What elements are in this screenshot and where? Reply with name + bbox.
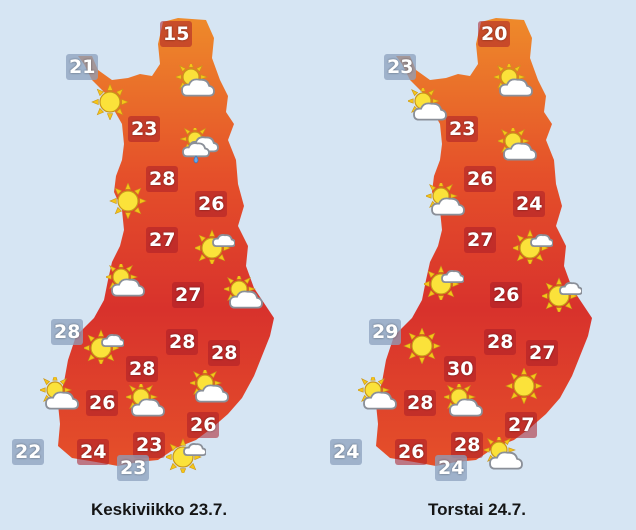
partly-cloudy-icon — [188, 366, 230, 406]
partly-cloudy-icon — [174, 60, 216, 100]
temperature-badge: 15 — [160, 21, 193, 47]
temperature-badge: 27 — [505, 412, 538, 438]
temperature-badge: 27 — [526, 340, 559, 366]
temperature-badge: 26 — [464, 166, 497, 192]
temperature-badge: 23 — [128, 116, 161, 142]
temperature-badge: 23 — [133, 432, 166, 458]
temperature-badge: 28 — [166, 329, 199, 355]
partly-cloudy-icon — [424, 179, 466, 219]
temperature-badge: 28 — [451, 432, 484, 458]
map-panel-wednesday: Keskiviikko 23.7. 15 21 23 28 26 27 27 28 28 28 28… — [12, 18, 274, 519]
temperature-badge: 28 — [146, 166, 179, 192]
sea-temperature-badge: 28 — [51, 319, 84, 345]
partly-cloudy-icon — [442, 380, 484, 420]
sun-small-cloud-icon — [82, 328, 125, 367]
temperature-badge: 30 — [444, 356, 477, 382]
sea-temperature-badge: 24 — [435, 455, 468, 481]
temperature-badge: 26 — [395, 439, 428, 465]
temperature-badge: 27 — [464, 227, 497, 253]
sea-temperature-badge: 24 — [330, 439, 363, 465]
temperature-badge: 28 — [404, 390, 437, 416]
temperature-badge: 26 — [187, 412, 220, 438]
sunny-icon — [108, 182, 148, 220]
temperature-badge: 26 — [195, 191, 228, 217]
sunny-icon — [402, 327, 442, 365]
temperature-badge: 27 — [146, 227, 179, 253]
temperature-badge: 23 — [446, 116, 479, 142]
temperature-badge: 28 — [208, 340, 241, 366]
sun-small-cloud-icon — [540, 276, 583, 315]
temperature-badge: 28 — [484, 329, 517, 355]
sea-temperature-badge: 22 — [12, 439, 45, 465]
day-label: Keskiviikko 23.7. — [90, 500, 228, 519]
sunny-icon — [504, 367, 544, 405]
day-label: Torstai 24.7. — [428, 500, 526, 519]
sunny-icon — [90, 83, 130, 121]
partly-cloudy-rain-icon — [179, 123, 220, 164]
partly-cloudy-icon — [492, 60, 534, 100]
partly-cloudy-icon — [222, 272, 264, 312]
sun-small-cloud-icon — [164, 437, 207, 476]
partly-cloudy-icon — [496, 124, 538, 164]
sea-temperature-badge: 23 — [117, 455, 150, 481]
temperature-badge: 26 — [490, 282, 523, 308]
temperature-badge: 26 — [86, 390, 119, 416]
partly-cloudy-icon — [104, 260, 146, 300]
temperature-badge: 20 — [478, 21, 511, 47]
map-panel-thursday: Torstai 24.7. 20 23 23 26 24 27 26 29 28 27 30 28 27… — [318, 0, 636, 530]
sea-temperature-badge: 21 — [66, 54, 99, 80]
sun-small-cloud-icon — [511, 228, 554, 267]
sea-temperature-badge: 29 — [369, 319, 402, 345]
sun-small-cloud-icon — [422, 264, 465, 303]
partly-cloudy-icon — [482, 433, 524, 473]
partly-cloudy-icon — [406, 84, 448, 124]
temperature-badge: 24 — [77, 439, 110, 465]
sun-small-cloud-icon — [193, 228, 236, 267]
partly-cloudy-icon — [38, 373, 80, 413]
temperature-badge: 24 — [513, 191, 546, 217]
temperature-badge: 28 — [126, 356, 159, 382]
sea-temperature-badge: 23 — [384, 54, 417, 80]
partly-cloudy-icon — [124, 380, 166, 420]
partly-cloudy-icon — [356, 373, 398, 413]
temperature-badge: 27 — [172, 282, 205, 308]
